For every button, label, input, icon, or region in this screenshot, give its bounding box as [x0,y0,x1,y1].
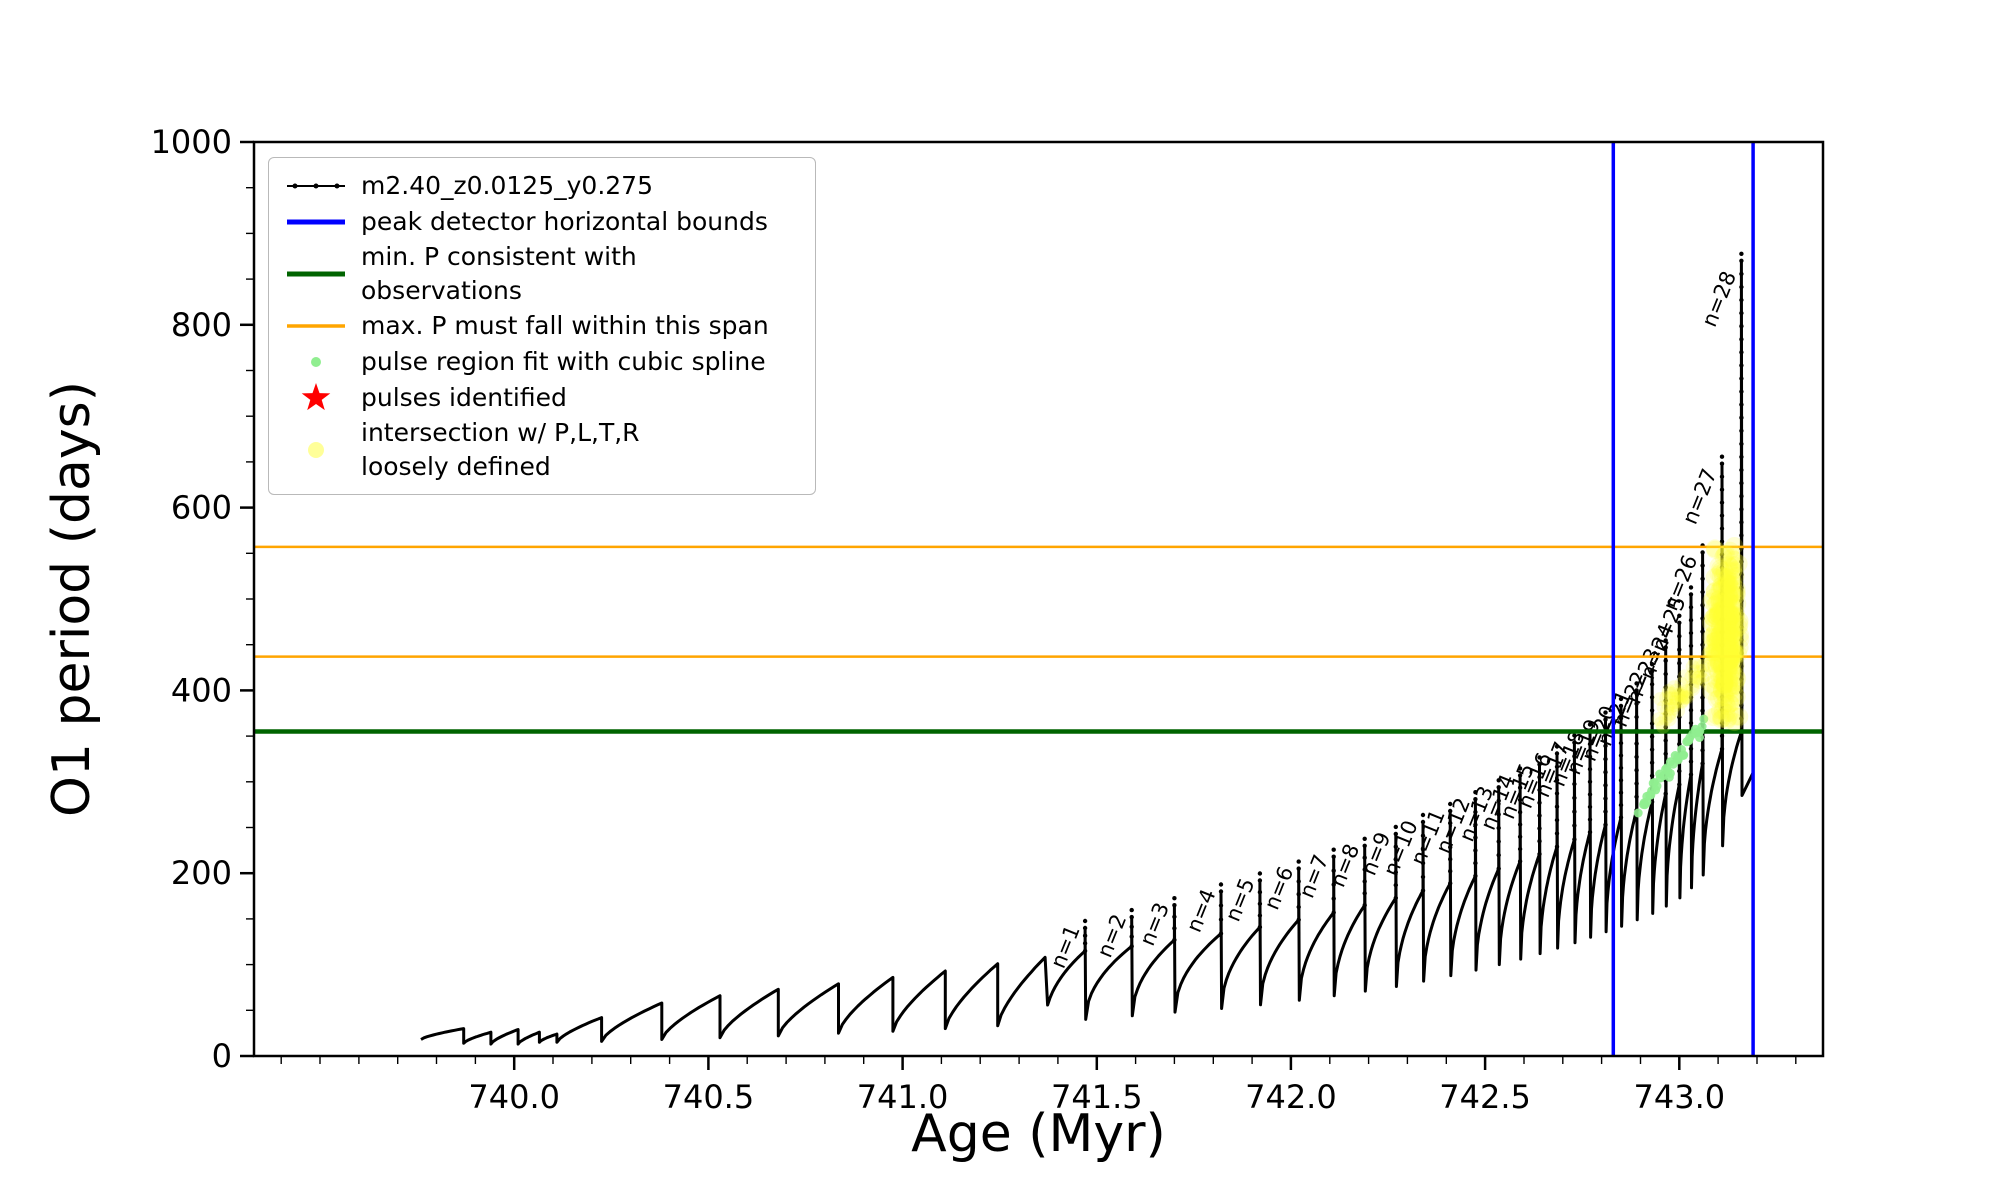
x-tick-label: 742.5 [1439,1078,1531,1116]
y-tick-label: 400 [171,671,232,709]
orange-line-marker [287,324,345,328]
legend-label: min. P consistent with observations [361,242,637,305]
legend-item-intersection: intersection w/ P,L,T,R loosely defined [283,416,801,484]
x-tick-label: 740.0 [468,1078,560,1116]
x-tick-label: 740.5 [663,1078,755,1116]
yellow-dot-marker [308,442,324,458]
x-tick-label: 741.5 [1051,1078,1143,1116]
minor-ticks [246,186,1797,1064]
legend-item-min-P: min. P consistent with observations [283,240,801,308]
y-tick-label: 200 [171,854,232,892]
y-axis-label: O1 period (days) [42,380,102,818]
series-line-marker [287,183,345,189]
legend-label: pulses identified [361,383,567,412]
legend-item-spline-fit: pulse region fit with cubic spline [283,344,801,380]
horizontal-reference-lines [254,545,1823,734]
legend-item-max-P-span: max. P must fall within this span [283,308,801,344]
legend-item-series: m2.40_z0.0125_y0.275 [283,168,801,204]
x-axis-label: Age (Myr) [911,1104,1166,1164]
tick-labels: 740.0 740.5 741.0 741.5 742.0 742.5 743.0 0 200 4… [151,123,1726,1116]
red-star-marker [301,383,331,411]
y-tick-label: 1000 [151,123,232,161]
y-tick-label: 800 [171,306,232,344]
blue-line-marker [287,219,345,225]
x-tick-label: 742.0 [1245,1078,1337,1116]
legend-item-peak-detector-bounds: peak detector horizontal bounds [283,204,801,240]
legend-label: intersection w/ P,L,T,R loosely defined [361,418,640,481]
green-line-marker [287,271,345,277]
series-markers [1082,251,1744,954]
green-dot-marker [311,357,321,367]
y-tick-label: 600 [171,489,232,527]
x-tick-label: 743.0 [1633,1078,1725,1116]
legend-label: peak detector horizontal bounds [361,207,768,236]
intersection-region [1652,537,1750,734]
legend: m2.40_z0.0125_y0.275 peak detector horiz… [268,157,816,495]
series-curve [420,259,1755,1046]
legend-label: m2.40_z0.0125_y0.275 [361,171,653,200]
major-ticks [240,140,1681,1070]
y-tick-label: 0 [212,1037,232,1075]
legend-label: pulse region fit with cubic spline [361,347,766,376]
peak-detector-bounds [1611,142,1755,1056]
x-tick-label: 741.0 [857,1078,949,1116]
spline-fit-dots [1633,714,1709,818]
legend-label: max. P must fall within this span [361,311,769,340]
legend-item-pulses-identified: pulses identified [283,380,801,416]
